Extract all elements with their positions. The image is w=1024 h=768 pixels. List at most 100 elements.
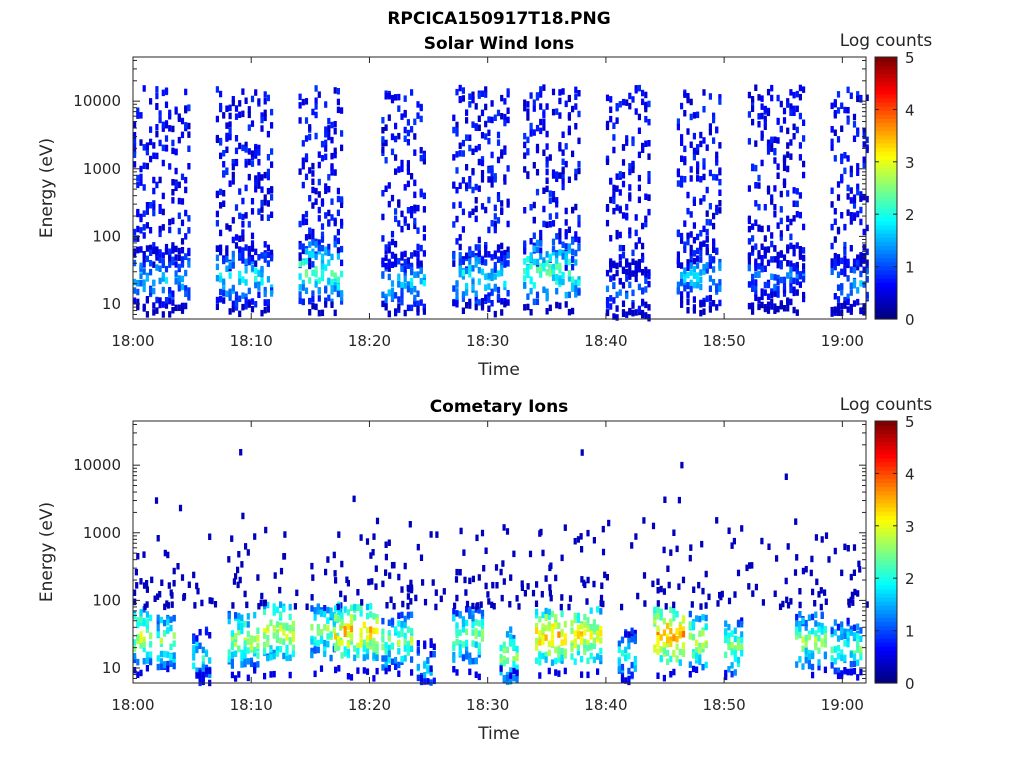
- heatmap-cell: [740, 644, 744, 651]
- heatmap-cell: [795, 200, 799, 208]
- heatmap-cell: [644, 101, 648, 109]
- heatmap-cell: [480, 109, 485, 117]
- colorbar-swatch: [875, 650, 897, 655]
- heatmap-cell: [410, 262, 414, 270]
- heatmap-cell: [177, 115, 181, 122]
- heatmap-cell: [773, 148, 777, 155]
- heatmap-cell: [564, 229, 568, 236]
- heatmap-cell: [695, 652, 699, 660]
- heatmap-cell: [817, 647, 821, 654]
- heatmap-cell: [465, 109, 469, 116]
- heatmap-cell: [298, 273, 302, 280]
- heatmap-cell: [266, 214, 270, 221]
- heatmap-cell: [641, 288, 645, 295]
- heatmap-cell: [397, 303, 401, 310]
- heatmap-cell: [592, 625, 596, 632]
- heatmap-cell: [410, 627, 414, 635]
- heatmap-cell: [174, 304, 178, 312]
- heatmap-cell: [509, 633, 513, 641]
- heatmap-cell: [548, 564, 552, 572]
- heatmap-cell: [387, 665, 391, 672]
- x-tick-label: 18:50: [703, 696, 746, 714]
- heatmap-cell: [776, 278, 780, 286]
- heatmap-cell: [708, 128, 712, 136]
- heatmap-cell: [550, 639, 555, 647]
- heatmap-cell: [246, 674, 250, 682]
- heatmap-cell: [747, 91, 751, 99]
- heatmap-cell: [215, 263, 219, 271]
- heatmap-cell: [375, 614, 379, 621]
- heatmap-cell: [580, 636, 584, 643]
- heatmap-cell: [563, 621, 567, 628]
- heatmap-cell: [628, 163, 632, 170]
- heatmap-cell: [314, 198, 318, 205]
- heatmap-cell: [381, 655, 385, 662]
- heatmap-cell: [833, 646, 837, 653]
- heatmap-cell: [529, 256, 533, 263]
- heatmap-cell: [773, 157, 777, 164]
- heatmap-cell: [579, 533, 583, 540]
- heatmap-cell: [494, 564, 499, 571]
- heatmap-cell: [849, 629, 853, 636]
- heatmap-cell: [509, 667, 513, 674]
- heatmap-cell: [198, 672, 202, 679]
- heatmap-cell: [647, 269, 651, 276]
- heatmap-cell: [184, 122, 188, 129]
- heatmap-cell: [814, 643, 818, 651]
- heatmap-cell: [532, 282, 536, 289]
- heatmap-cell: [664, 603, 668, 610]
- heatmap-cell: [555, 257, 559, 265]
- heatmap-cell: [324, 101, 328, 108]
- heatmap-cell: [333, 147, 337, 155]
- heatmap-cell: [317, 288, 321, 295]
- heatmap-cell: [862, 306, 866, 313]
- heatmap-cell: [343, 626, 347, 633]
- heatmap-cell: [496, 109, 501, 117]
- colorbar-swatch: [875, 425, 897, 430]
- heatmap-cell: [327, 133, 331, 141]
- heatmap-cell: [576, 616, 580, 623]
- heatmap-cell: [174, 254, 178, 261]
- heatmap-cell: [833, 208, 837, 215]
- heatmap-cell: [699, 198, 703, 205]
- heatmap-cell: [208, 657, 212, 664]
- heatmap-cell: [139, 642, 143, 649]
- heatmap-cell: [458, 252, 462, 259]
- heatmap-cell: [133, 132, 137, 139]
- heatmap-cell: [163, 662, 167, 669]
- heatmap-cell: [830, 258, 834, 265]
- heatmap-cell: [333, 151, 337, 159]
- heatmap-cell: [637, 127, 641, 134]
- heatmap-cell: [180, 117, 185, 125]
- heatmap-cell: [621, 144, 626, 151]
- colorbar-swatch: [875, 466, 897, 471]
- heatmap-cell: [577, 90, 581, 97]
- heatmap-cell: [699, 230, 703, 237]
- heatmap-cell: [240, 623, 244, 630]
- heatmap-cell: [666, 649, 670, 657]
- heatmap-cell: [499, 665, 503, 672]
- heatmap-cell: [381, 190, 385, 197]
- heatmap-cell: [423, 642, 427, 650]
- heatmap-cell: [564, 143, 568, 150]
- heatmap-cell: [458, 258, 462, 265]
- heatmap-cell: [308, 124, 312, 131]
- heatmap-cell: [257, 291, 261, 298]
- x-tick-label: 18:30: [466, 696, 509, 714]
- heatmap-cell: [529, 287, 533, 295]
- heatmap-cell: [384, 648, 388, 655]
- heatmap-cell: [480, 302, 485, 309]
- heatmap-cell: [539, 127, 543, 135]
- heatmap-cell: [152, 176, 156, 184]
- heatmap-cell: [503, 255, 507, 262]
- heatmap-cell: [468, 577, 472, 585]
- heatmap-cell: [789, 242, 793, 250]
- colorbar-swatch: [875, 433, 897, 438]
- heatmap-cell: [336, 88, 340, 95]
- heatmap-cell: [712, 112, 716, 120]
- heatmap-cell: [699, 283, 703, 291]
- heatmap-cell: [551, 238, 556, 246]
- heatmap-cell: [574, 173, 578, 181]
- heatmap-cell: [139, 609, 143, 616]
- heatmap-cell: [387, 644, 391, 652]
